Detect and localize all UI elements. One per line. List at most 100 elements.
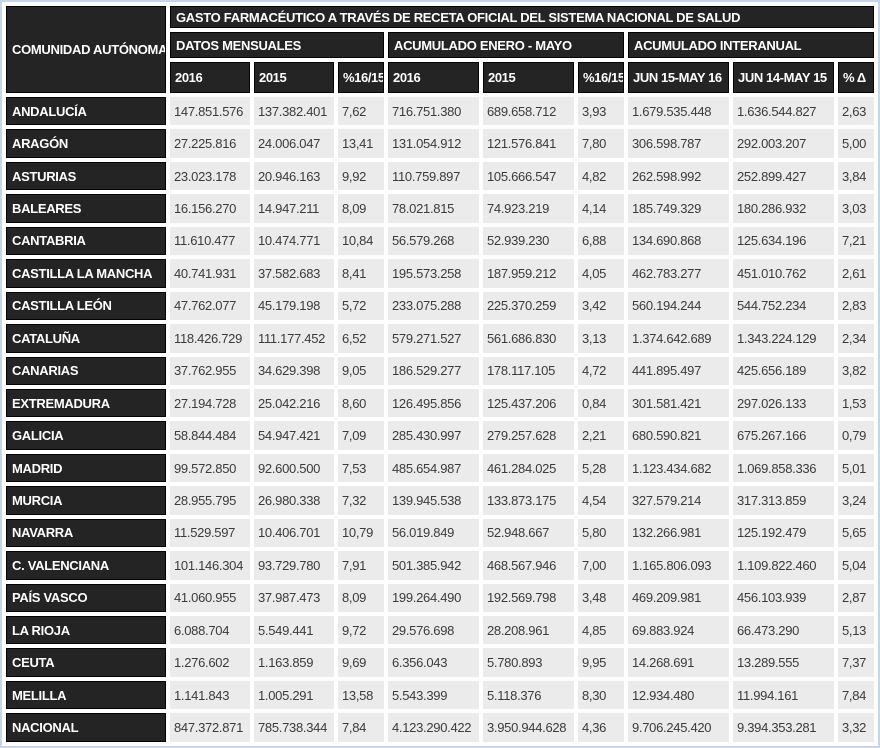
value-cell: 716.751.380 [388,97,479,126]
value-cell: 456.103.939 [733,583,834,612]
value-cell: 0,84 [578,388,624,418]
value-cell: 1.109.822.460 [733,551,834,580]
col-header-acum-2015: 2015 [483,62,574,93]
value-cell: 147.851.576 [170,97,250,126]
region-label: MURCIA [6,486,166,515]
value-cell: 469.209.981 [628,583,729,612]
value-cell: 5,28 [578,453,624,483]
value-cell: 3,82 [838,356,874,385]
value-cell: 24.006.047 [254,129,334,158]
value-cell: 2,21 [578,421,624,450]
value-cell: 3,24 [838,486,874,515]
value-cell: 7,84 [338,713,384,742]
value-cell: 579.271.527 [388,324,479,353]
value-cell: 3,84 [838,161,874,191]
col-header-acum-2016: 2016 [388,62,479,93]
table-row: NAVARRA 11.529.597 10.406.701 10,79 56.019.8… [6,518,874,548]
value-cell: 195.573.258 [388,259,479,288]
value-cell: 12.934.480 [628,680,729,710]
value-cell: 16.156.270 [170,194,250,223]
value-cell: 2,83 [838,291,874,321]
value-cell: 74.923.219 [483,194,574,223]
value-cell: 8,30 [578,680,624,710]
value-cell: 225.370.259 [483,291,574,321]
value-cell: 27.194.728 [170,388,250,418]
value-cell: 233.075.288 [388,291,479,321]
value-cell: 561.686.830 [483,324,574,353]
region-label: BALEARES [6,194,166,223]
value-cell: 5,65 [838,518,874,548]
region-label: ANDALUCÍA [6,97,166,126]
region-label: LA RIOJA [6,616,166,645]
value-cell: 2,63 [838,97,874,126]
value-cell: 6,52 [338,324,384,353]
value-cell: 297.026.133 [733,388,834,418]
value-cell: 10.474.771 [254,226,334,256]
value-cell: 5.543.399 [388,680,479,710]
value-cell: 1.005.291 [254,680,334,710]
value-cell: 6.088.704 [170,616,250,645]
value-cell: 9.706.245.420 [628,713,729,742]
value-cell: 5,80 [578,518,624,548]
value-cell: 2,87 [838,583,874,612]
value-cell: 132.266.981 [628,518,729,548]
value-cell: 9,92 [338,161,384,191]
table-body: ANDALUCÍA 147.851.576 137.382.401 7,62 716.7… [6,97,874,742]
table-row: C. VALENCIANA 101.146.304 93.729.780 7,91 50… [6,551,874,580]
value-cell: 1.141.843 [170,680,250,710]
value-cell: 66.473.290 [733,616,834,645]
value-cell: 5,00 [838,129,874,158]
value-cell: 785.738.344 [254,713,334,742]
table-row: MURCIA 28.955.795 26.980.338 7,32 139.945.53… [6,486,874,515]
col-header-mensual-pct: %16/15 [338,62,384,93]
value-cell: 27.225.816 [170,129,250,158]
value-cell: 11.994.161 [733,680,834,710]
value-cell: 7,00 [578,551,624,580]
value-cell: 93.729.780 [254,551,334,580]
value-cell: 7,84 [838,680,874,710]
value-cell: 137.382.401 [254,97,334,126]
table-row: MADRID 99.572.850 92.600.500 7,53 485.654.98… [6,453,874,483]
col-header-interanual-jun14-may15: JUN 14-MAY 15 [733,62,834,93]
value-cell: 501.385.942 [388,551,479,580]
table-row: MELILLA 1.141.843 1.005.291 13,58 5.543.399 5… [6,680,874,710]
value-cell: 7,09 [338,421,384,450]
value-cell: 4,82 [578,161,624,191]
value-cell: 4,72 [578,356,624,385]
group-header-acumulado-enero-mayo: ACUMULADO ENERO - MAYO [388,32,624,58]
value-cell: 52.948.667 [483,518,574,548]
value-cell: 560.194.244 [628,291,729,321]
col-header-mensual-2015: 2015 [254,62,334,93]
table-row: ASTURIAS 23.023.178 20.946.163 9,92 110.759.… [6,161,874,191]
value-cell: 178.117.105 [483,356,574,385]
value-cell: 9,05 [338,356,384,385]
value-cell: 5.549.441 [254,616,334,645]
value-cell: 26.980.338 [254,486,334,515]
value-cell: 192.569.798 [483,583,574,612]
region-label: NAVARRA [6,518,166,548]
value-cell: 3,13 [578,324,624,353]
value-cell: 2,34 [838,324,874,353]
value-cell: 544.752.234 [733,291,834,321]
value-cell: 0,79 [838,421,874,450]
value-cell: 78.021.815 [388,194,479,223]
value-cell: 5,13 [838,616,874,645]
value-cell: 317.313.859 [733,486,834,515]
region-label: ARAGÓN [6,129,166,158]
value-cell: 425.656.189 [733,356,834,385]
value-cell: 45.179.198 [254,291,334,321]
region-label: C. VALENCIANA [6,551,166,580]
group-header-acumulado-interanual: ACUMULADO INTERANUAL [628,32,874,58]
table-row: NACIONAL 847.372.871 785.738.344 7,84 4.123.… [6,713,874,742]
value-cell: 1.679.535.448 [628,97,729,126]
value-cell: 680.590.821 [628,421,729,450]
value-cell: 7,53 [338,453,384,483]
region-label: PAÍS VASCO [6,583,166,612]
value-cell: 11.610.477 [170,226,250,256]
value-cell: 847.372.871 [170,713,250,742]
table-row: CANTABRIA 11.610.477 10.474.771 10,84 56.579… [6,226,874,256]
value-cell: 1.276.602 [170,648,250,677]
region-label: GALICIA [6,421,166,450]
